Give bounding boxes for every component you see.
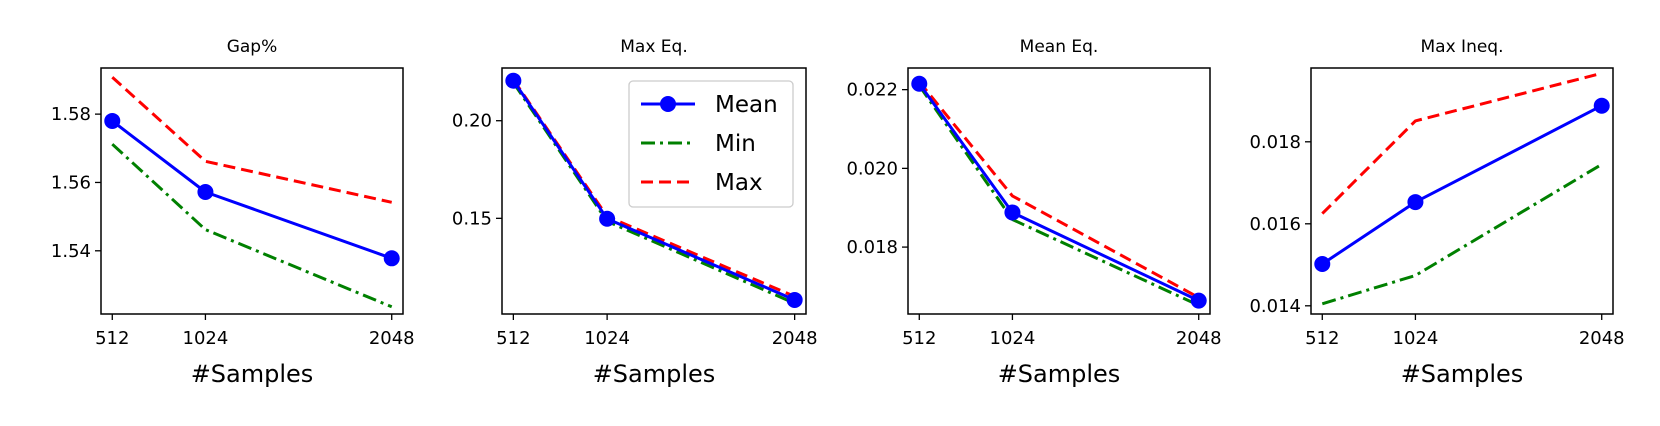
legend-label-max: Max <box>715 170 763 196</box>
series-line-max <box>111 76 393 204</box>
y-tick-label: 0.014 <box>1249 296 1301 317</box>
series-line-min <box>111 143 393 309</box>
data-point-mean <box>1314 255 1331 272</box>
legend-label-mean: Mean <box>715 92 778 118</box>
series-line-mean <box>1321 104 1603 266</box>
y-tick-label: 1.58 <box>51 104 91 125</box>
data-point-mean <box>1004 204 1021 221</box>
y-tick-label: 0.022 <box>846 80 898 101</box>
x-tick-label: 512 <box>1305 328 1339 349</box>
panel-2: Max Eq. 512 1024 2048 0.15 0.20 #Samples <box>452 37 818 388</box>
x-axis-label: #Samples <box>1401 360 1524 388</box>
y-tick-label: 0.018 <box>846 237 898 258</box>
panel-4: Max Ineq. 512 1024 2048 0.014 0.016 0.018 #Samp… <box>1249 37 1624 388</box>
panel-3: Mean Eq. 512 1024 2048 0.018 0.020 0.022 #Sampl… <box>846 37 1221 388</box>
x-tick-label: 2048 <box>369 328 415 349</box>
axes-frame <box>501 67 807 315</box>
legend-marker-mean <box>660 96 676 112</box>
panel-1: Gap% 512 1024 2048 1.54 1.56 1.58 #Samples <box>51 37 415 388</box>
series-line-max <box>918 80 1200 299</box>
data-point-mean <box>104 112 121 129</box>
series-line-max <box>1321 71 1603 215</box>
y-tick-label: 1.54 <box>51 241 91 262</box>
panel-title: Mean Eq. <box>1020 37 1099 57</box>
series-line-mean <box>111 119 393 260</box>
x-tick-label: 512 <box>95 328 129 349</box>
series-line-mean <box>918 82 1200 302</box>
axes-frame <box>1310 67 1614 315</box>
x-axis-label: #Samples <box>191 360 314 388</box>
data-point-mean <box>505 72 522 89</box>
y-tick-label: 0.018 <box>1249 132 1301 153</box>
data-point-mean <box>197 184 214 201</box>
y-tick-label: 0.016 <box>1249 214 1301 235</box>
data-point-mean <box>911 75 928 92</box>
panel-title: Max Ineq. <box>1421 37 1504 57</box>
x-tick-label: 2048 <box>1579 328 1625 349</box>
axes-frame <box>100 67 404 315</box>
x-tick-label: 1024 <box>990 328 1036 349</box>
panel-title: Max Eq. <box>620 37 688 57</box>
x-tick-label: 1024 <box>183 328 229 349</box>
legend-box <box>628 80 794 208</box>
x-tick-label: 1024 <box>1393 328 1439 349</box>
x-tick-label: 512 <box>496 328 530 349</box>
x-tick-label: 2048 <box>1176 328 1222 349</box>
x-tick-label: 1024 <box>584 328 630 349</box>
y-tick-label: 0.020 <box>846 158 898 179</box>
data-point-mean <box>1190 292 1207 309</box>
data-point-mean <box>383 250 400 267</box>
legend: Mean Min Max <box>628 80 794 208</box>
y-tick-label: 1.56 <box>51 172 91 193</box>
axes-frame <box>907 67 1211 315</box>
y-tick-label: 0.15 <box>452 208 492 229</box>
panel-title: Gap% <box>227 37 278 57</box>
y-tick-label: 0.20 <box>452 111 492 132</box>
legend-label-min: Min <box>715 131 756 157</box>
series-line-min <box>1321 163 1603 306</box>
data-point-mean <box>1593 97 1610 114</box>
x-tick-label: 2048 <box>772 328 818 349</box>
x-tick-label: 512 <box>902 328 936 349</box>
data-point-mean <box>599 210 616 227</box>
x-axis-label: #Samples <box>998 360 1121 388</box>
data-point-mean <box>786 291 803 308</box>
data-point-mean <box>1407 194 1424 211</box>
x-axis-label: #Samples <box>593 360 716 388</box>
series-line-min <box>918 84 1200 307</box>
